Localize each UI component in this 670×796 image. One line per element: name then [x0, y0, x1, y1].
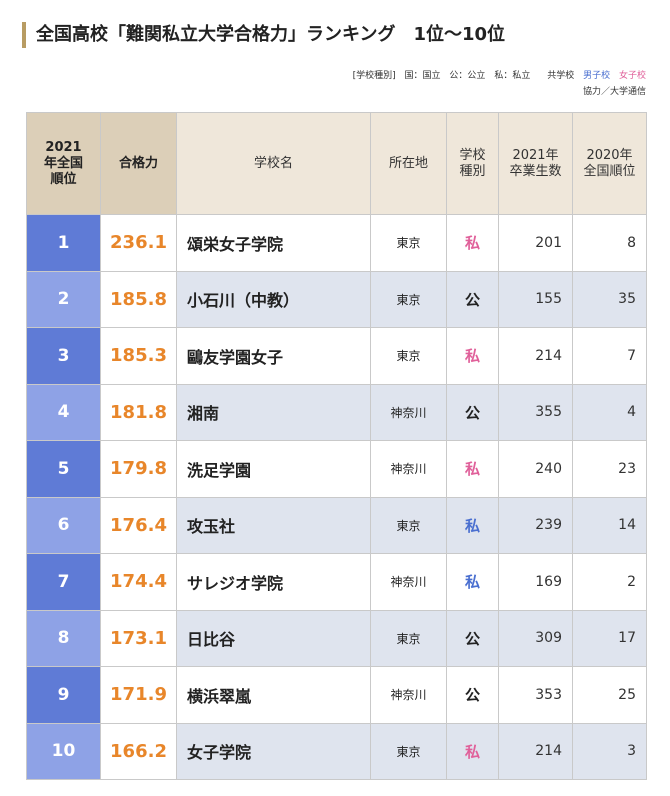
graduates-cell: 155: [498, 270, 573, 328]
prev-rank-cell: 14: [572, 496, 647, 554]
school-name-cell: 洗足学園: [176, 440, 371, 498]
school-type-cell: 公: [446, 270, 499, 328]
table-row: 7 174.4 サレジオ学院 神奈川私 169 2: [26, 553, 647, 611]
ranking-table: 2021年全国順位 合格力 学校名 所在地 学校種別 2021年卒業生数 202…: [26, 112, 647, 780]
graduates-cell: 239: [498, 496, 573, 554]
legend-coed: 共学校: [547, 71, 575, 81]
prev-rank-cell: 3: [572, 722, 647, 780]
school-name-cell: 湘南: [176, 383, 371, 441]
rank-cell: 7: [26, 553, 101, 611]
school-type-cell: 私: [446, 440, 499, 498]
prev-rank-cell: 4: [572, 383, 647, 441]
header-rank: 2021年全国順位: [26, 112, 101, 215]
school-name-cell: 横浜翠嵐: [176, 666, 371, 724]
location-cell: 東京: [370, 327, 447, 385]
score-cell: 185.3: [100, 327, 177, 385]
school-type-cell: 私: [446, 327, 499, 385]
school-name-cell: 頌栄女子学院: [176, 214, 371, 272]
table-row: 3 185.3 鷗友学園女子 東京私 214 7: [26, 327, 647, 385]
score-cell: 171.9: [100, 666, 177, 724]
graduates-cell: 355: [498, 383, 573, 441]
school-type-cell: 私: [446, 722, 499, 780]
school-type-cell: 私: [446, 553, 499, 611]
prev-rank-cell: 7: [572, 327, 647, 385]
school-name-cell: 日比谷: [176, 609, 371, 667]
school-name-cell: 鷗友学園女子: [176, 327, 371, 385]
header-name: 学校名: [176, 112, 371, 215]
score-cell: 173.1: [100, 609, 177, 667]
school-type-cell: 公: [446, 666, 499, 724]
header-location: 所在地: [370, 112, 447, 215]
school-type-cell: 私: [446, 214, 499, 272]
school-name-cell: サレジオ学院: [176, 553, 371, 611]
prev-rank-cell: 25: [572, 666, 647, 724]
graduates-cell: 214: [498, 327, 573, 385]
rank-cell: 4: [26, 383, 101, 441]
score-cell: 166.2: [100, 722, 177, 780]
table-row: 4 181.8 湘南 神奈川公 355 4: [26, 383, 647, 441]
location-cell: 東京: [370, 214, 447, 272]
header-type: 学校種別: [446, 112, 499, 215]
score-cell: 174.4: [100, 553, 177, 611]
location-cell: 神奈川: [370, 383, 447, 441]
score-cell: 236.1: [100, 214, 177, 272]
prev-rank-cell: 8: [572, 214, 647, 272]
score-cell: 176.4: [100, 496, 177, 554]
rank-cell: 1: [26, 214, 101, 272]
graduates-cell: 353: [498, 666, 573, 724]
table-row: 2 185.8 小石川（中教） 東京公 155 35: [26, 270, 647, 328]
legend-boys: 男子校: [583, 71, 611, 81]
score-cell: 179.8: [100, 440, 177, 498]
school-type-legend: [学校種別] 国：国立 公：公立 私：私立 共学校 男子校 女子校: [347, 68, 646, 81]
graduates-cell: 309: [498, 609, 573, 667]
table-row: 9 171.9 横浜翠嵐 神奈川公 353 25: [26, 666, 647, 724]
table-row: 6 176.4 攻玉社 東京私 239 14: [26, 496, 647, 554]
rank-cell: 6: [26, 496, 101, 554]
page-title: 全国高校「難関私立大学合格力」ランキング 1位〜10位: [22, 22, 505, 48]
school-type-cell: 私: [446, 496, 499, 554]
header-grads: 2021年卒業生数: [498, 112, 573, 215]
table-header-row: 2021年全国順位 合格力 学校名 所在地 学校種別 2021年卒業生数 202…: [26, 112, 647, 215]
rank-cell: 9: [26, 666, 101, 724]
graduates-cell: 169: [498, 553, 573, 611]
table-row: 8 173.1 日比谷 東京公 309 17: [26, 609, 647, 667]
rank-cell: 3: [26, 327, 101, 385]
location-cell: 東京: [370, 270, 447, 328]
school-type-cell: 公: [446, 383, 499, 441]
legend-national: 国：国立: [404, 71, 441, 81]
graduates-cell: 240: [498, 440, 573, 498]
prev-rank-cell: 35: [572, 270, 647, 328]
graduates-cell: 214: [498, 722, 573, 780]
location-cell: 東京: [370, 722, 447, 780]
school-type-cell: 公: [446, 609, 499, 667]
score-cell: 181.8: [100, 383, 177, 441]
header-prev-rank: 2020年全国順位: [572, 112, 647, 215]
credit-text: 協力／大学通信: [582, 87, 646, 97]
table-row: 5 179.8 洗足学園 神奈川私 240 23: [26, 440, 647, 498]
table-row: 10 166.2 女子学院 東京私 214 3: [26, 722, 647, 780]
rank-cell: 5: [26, 440, 101, 498]
prev-rank-cell: 2: [572, 553, 647, 611]
legend-girls: 女子校: [618, 71, 646, 81]
legend-label: [学校種別]: [352, 71, 396, 81]
prev-rank-cell: 23: [572, 440, 647, 498]
school-name-cell: 小石川（中教）: [176, 270, 371, 328]
school-name-cell: 攻玉社: [176, 496, 371, 554]
rank-cell: 2: [26, 270, 101, 328]
prev-rank-cell: 17: [572, 609, 647, 667]
location-cell: 東京: [370, 609, 447, 667]
table-row: 1 236.1 頌栄女子学院 東京私 201 8: [26, 214, 647, 272]
header-score: 合格力: [100, 112, 177, 215]
graduates-cell: 201: [498, 214, 573, 272]
rank-cell: 8: [26, 609, 101, 667]
location-cell: 東京: [370, 496, 447, 554]
legend-private: 私：私立: [494, 71, 531, 81]
location-cell: 神奈川: [370, 553, 447, 611]
score-cell: 185.8: [100, 270, 177, 328]
location-cell: 神奈川: [370, 440, 447, 498]
location-cell: 神奈川: [370, 666, 447, 724]
legend-public: 公：公立: [449, 71, 486, 81]
school-name-cell: 女子学院: [176, 722, 371, 780]
rank-cell: 10: [26, 722, 101, 780]
